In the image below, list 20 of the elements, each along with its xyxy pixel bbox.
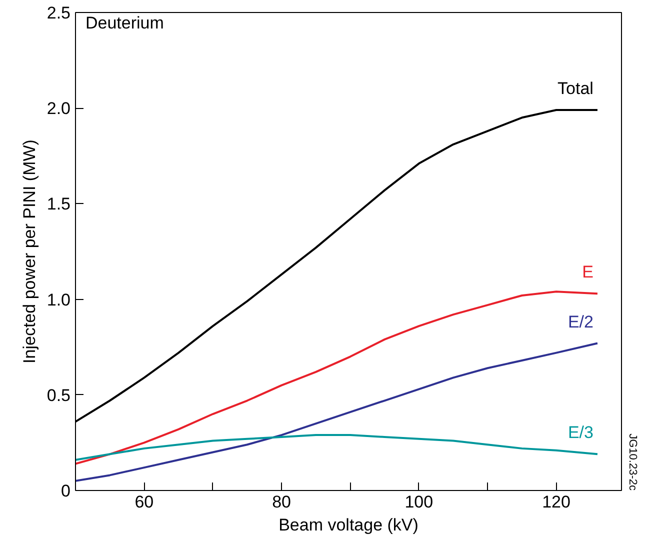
y-tick-label: 2.0 bbox=[46, 99, 71, 118]
y-tick-label: 2.5 bbox=[46, 4, 71, 22]
series-label: Total bbox=[558, 79, 594, 98]
y-tick-label: 0.5 bbox=[46, 386, 71, 405]
y-tick-label: 0 bbox=[61, 482, 71, 500]
x-tick-label: 80 bbox=[272, 492, 292, 512]
text: JG10.23-2c bbox=[626, 434, 638, 491]
series-label: E/2 bbox=[568, 312, 594, 332]
x-tick-label: 100 bbox=[404, 492, 434, 512]
line-series bbox=[76, 290, 598, 465]
series-label: E/3 bbox=[568, 423, 594, 442]
y-axis-title: Injected power per PINI (MW) bbox=[20, 140, 39, 364]
series-label: E bbox=[582, 262, 594, 282]
y-tick-label: 1.5 bbox=[46, 194, 71, 214]
x-axis-title: Beam voltage (kV) bbox=[278, 516, 418, 534]
line-series bbox=[76, 342, 598, 482]
x-tick-label: 60 bbox=[134, 492, 154, 512]
y-tick-label: 1.0 bbox=[46, 290, 71, 310]
x-tick-label: 120 bbox=[542, 492, 570, 512]
annotation: Deuterium bbox=[86, 14, 164, 32]
